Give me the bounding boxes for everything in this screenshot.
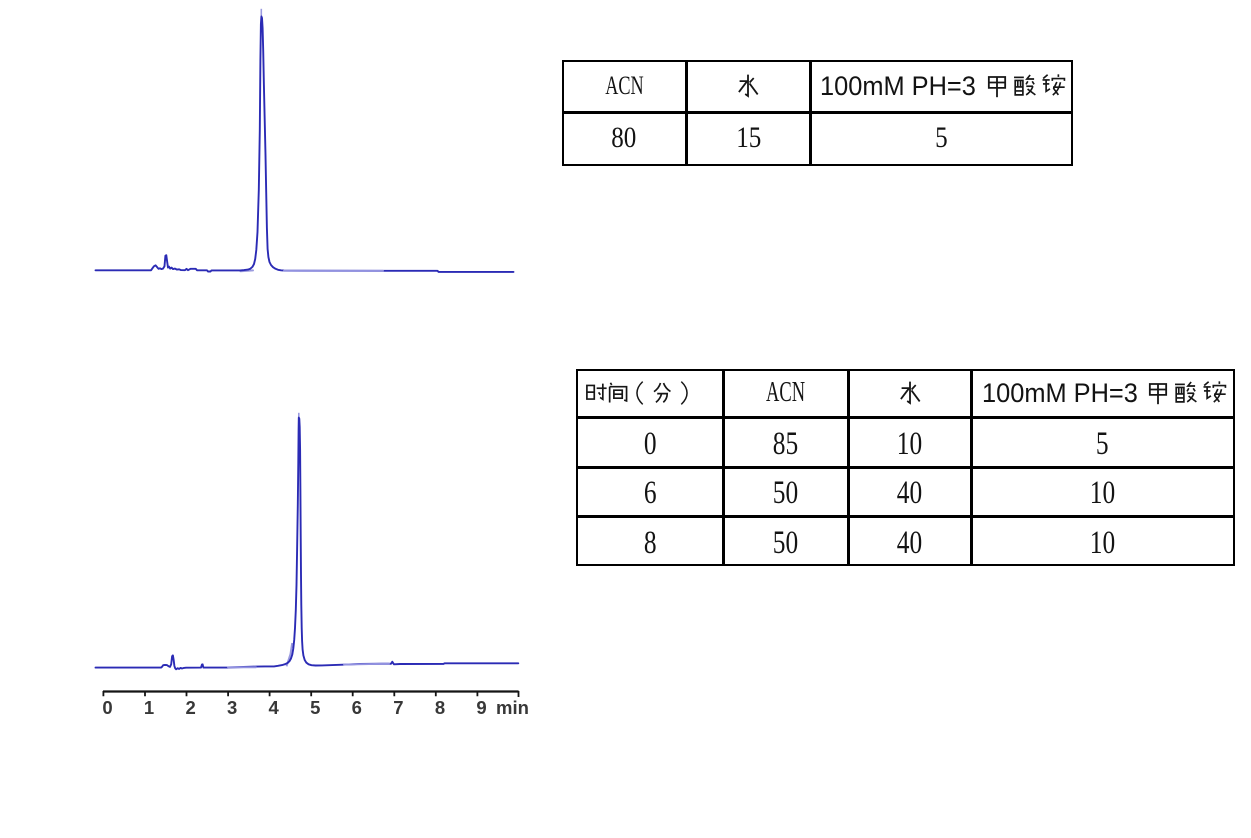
svg-text:6: 6 xyxy=(352,697,362,718)
svg-text:8: 8 xyxy=(435,697,445,718)
svg-text:5: 5 xyxy=(310,697,320,718)
svg-text:2: 2 xyxy=(185,697,195,718)
svg-text:7: 7 xyxy=(393,697,403,718)
svg-text:4: 4 xyxy=(269,697,280,718)
svg-text:1: 1 xyxy=(144,697,154,718)
svg-text:3: 3 xyxy=(227,697,237,718)
svg-text:9: 9 xyxy=(476,697,486,718)
svg-text:min: min xyxy=(496,697,529,718)
svg-text:0: 0 xyxy=(102,697,112,718)
